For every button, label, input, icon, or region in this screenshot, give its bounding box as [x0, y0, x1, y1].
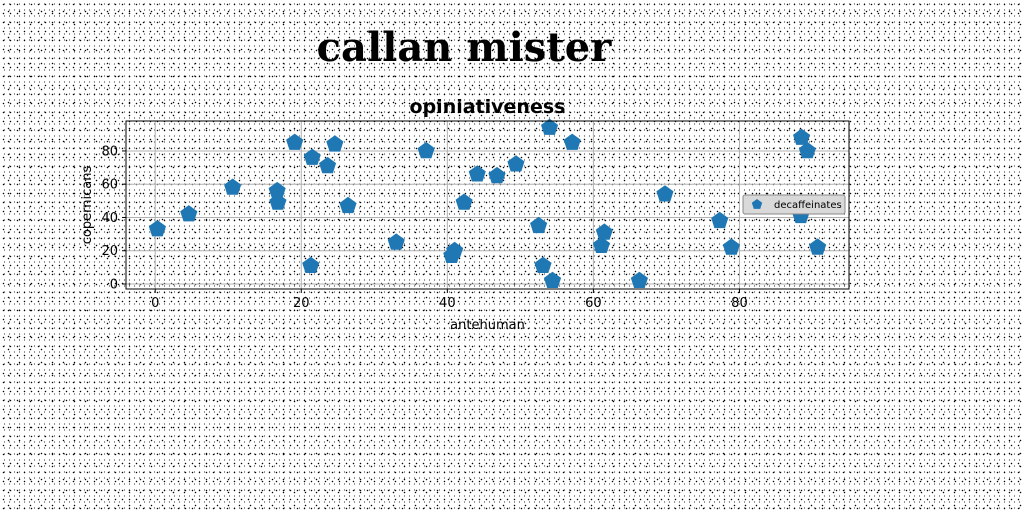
data-point	[541, 118, 559, 135]
x-tick-label: 80	[731, 296, 748, 311]
y-axis-ticks: 0 20 40 60 80	[101, 144, 126, 293]
x-tick-label: 40	[439, 296, 456, 311]
legend-box	[742, 194, 846, 215]
chart-title: opiniativeness	[410, 96, 566, 118]
data-point	[530, 216, 548, 234]
data-point	[455, 193, 473, 210]
y-axis-label: copernicans	[80, 166, 95, 245]
data-point	[793, 128, 811, 145]
data-point	[468, 165, 486, 182]
legend: decaffeinates	[742, 194, 846, 215]
data-point	[148, 220, 166, 237]
data-point	[507, 155, 525, 172]
data-point	[630, 271, 648, 288]
data-point	[446, 241, 464, 258]
legend-label: decaffeinates	[774, 200, 842, 211]
y-tick-label: 20	[101, 244, 118, 259]
data-point	[534, 256, 552, 273]
y-tick-label: 40	[101, 211, 118, 226]
plot-frame	[125, 120, 850, 290]
data-point	[326, 135, 344, 152]
data-point	[387, 233, 405, 250]
data-point	[303, 148, 321, 165]
data-point	[595, 223, 613, 240]
data-point	[339, 196, 357, 214]
legend-marker-icon	[751, 199, 763, 209]
data-point	[269, 193, 287, 210]
data-point	[319, 156, 337, 174]
data-point	[798, 141, 816, 159]
data-point	[268, 181, 286, 199]
data-point	[563, 133, 581, 150]
data-point	[286, 133, 304, 150]
data-point	[488, 166, 506, 184]
data-point	[543, 271, 562, 288]
data-point	[656, 185, 674, 202]
x-axis-ticks: 0 20 40 60 80	[151, 289, 748, 311]
x-axis-label: antehuman	[450, 318, 525, 333]
x-tick-label: 0	[151, 296, 159, 311]
data-point	[722, 238, 740, 255]
y-tick-label: 0	[110, 278, 118, 293]
x-tick-label: 60	[585, 296, 602, 311]
grid-lines	[126, 121, 849, 289]
data-point	[711, 211, 729, 229]
y-tick-label: 80	[101, 144, 118, 159]
data-point	[809, 238, 827, 255]
data-points	[148, 118, 827, 288]
data-point	[302, 256, 320, 273]
data-point	[180, 205, 198, 222]
figure-title: callan mister	[316, 24, 612, 71]
data-point	[592, 236, 610, 253]
y-tick-label: 60	[101, 178, 118, 193]
data-point	[224, 178, 242, 195]
data-point	[417, 141, 435, 159]
x-tick-label: 20	[293, 296, 310, 311]
